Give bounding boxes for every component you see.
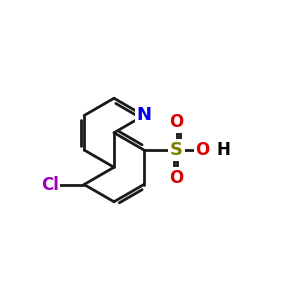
Text: O: O <box>169 169 184 187</box>
Text: O: O <box>169 113 184 131</box>
Text: O: O <box>195 141 210 159</box>
Text: H: H <box>216 141 230 159</box>
Text: Cl: Cl <box>41 176 58 194</box>
Text: N: N <box>136 106 152 124</box>
Text: S: S <box>170 141 183 159</box>
